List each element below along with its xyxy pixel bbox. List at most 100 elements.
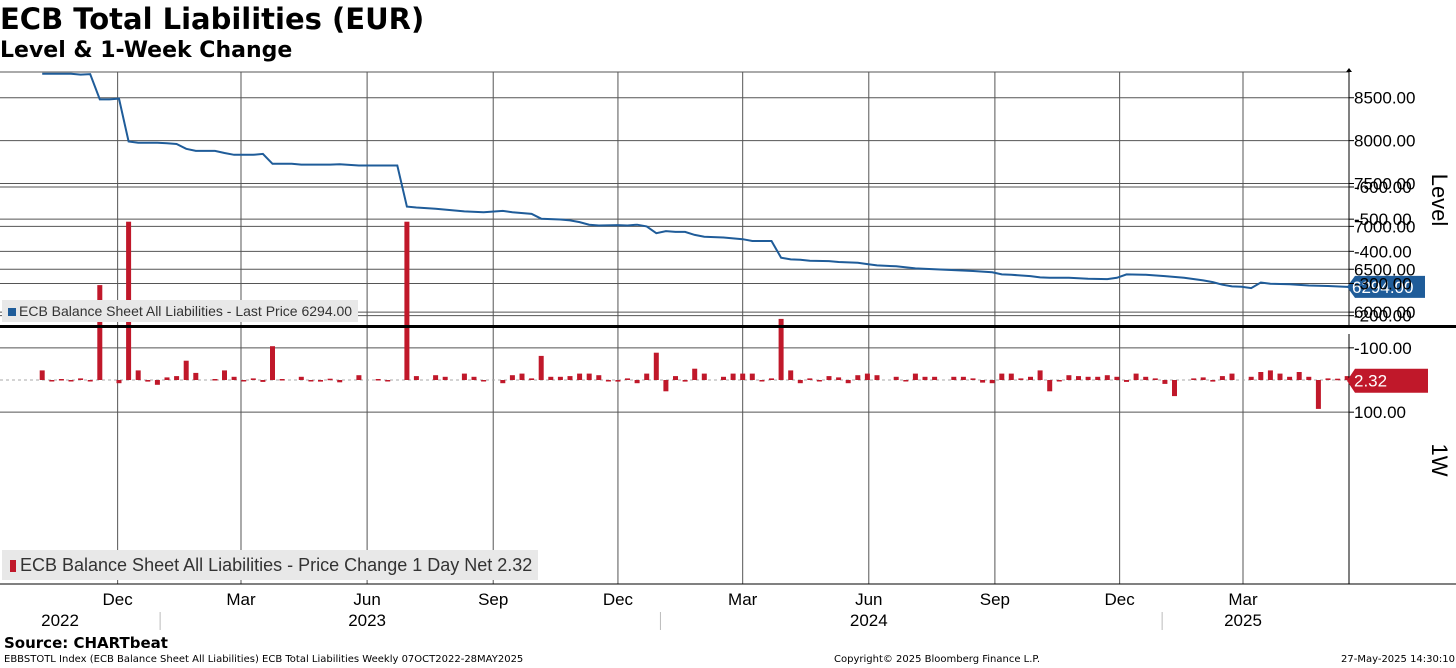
- change-bar: [1056, 380, 1062, 382]
- change-bar: [250, 378, 256, 380]
- change-legend-swatch: [10, 560, 16, 573]
- y-tick-label: -200.00: [1354, 307, 1412, 326]
- change-bar: [529, 378, 535, 380]
- change-bar: [577, 373, 583, 380]
- change-bar: [1219, 376, 1225, 380]
- y-tick-label: -600.00: [1354, 178, 1412, 197]
- change-bar: [759, 380, 765, 382]
- change-bar: [797, 380, 803, 384]
- change-bar: [413, 376, 419, 380]
- change-bar: [980, 380, 986, 383]
- change-bar: [116, 380, 122, 384]
- change-bar: [1267, 370, 1273, 380]
- change-bar: [174, 376, 180, 380]
- change-bar: [1047, 380, 1053, 392]
- y-tick-label: -100.00: [1354, 339, 1412, 358]
- change-bar: [1210, 380, 1216, 382]
- change-bar: [279, 379, 285, 381]
- chart-title: ECB Total Liabilities (EUR): [0, 2, 425, 36]
- change-bar: [912, 373, 918, 380]
- change-bar: [615, 380, 621, 382]
- change-bar: [1114, 376, 1120, 380]
- change-bar: [1095, 376, 1101, 380]
- change-axis-title: 1W: [1427, 444, 1452, 477]
- change-bar: [49, 380, 55, 382]
- level-panel: [42, 72, 1357, 290]
- change-bar: [874, 375, 880, 380]
- change-bar: [999, 373, 1005, 380]
- change-bar: [1152, 378, 1158, 380]
- change-bar: [509, 375, 515, 380]
- level-last-value-text: 6294.00: [1352, 278, 1413, 297]
- y-tick-label: 7000.00: [1354, 217, 1415, 236]
- change-bar: [692, 368, 698, 380]
- y-tick-label: -400.00: [1354, 242, 1412, 261]
- change-bar: [1085, 376, 1091, 380]
- change-bar: [39, 370, 45, 380]
- level-legend-text: ECB Balance Sheet All Liabilities - Last…: [19, 303, 353, 319]
- change-bar: [481, 380, 487, 382]
- change-bar: [721, 376, 726, 380]
- x-month-label: Jun: [855, 590, 882, 609]
- y-tick-label: 8500.00: [1354, 89, 1415, 108]
- x-year-label: 2024: [850, 611, 888, 630]
- change-bar: [154, 380, 160, 385]
- y-tick-label: -500.00: [1354, 210, 1412, 229]
- change-bar: [97, 285, 103, 380]
- index-note: EBBSTOTL Index (ECB Balance Sheet All Li…: [4, 654, 524, 665]
- change-bar: [222, 370, 227, 380]
- change-bar: [1287, 376, 1293, 380]
- change-bar: [1037, 370, 1043, 380]
- level-legend: ECB Balance Sheet All Liabilities - Last…: [2, 300, 359, 322]
- change-bar: [1296, 372, 1302, 380]
- change-bar: [701, 373, 707, 380]
- change-bar: [461, 373, 467, 380]
- change-bar: [663, 380, 669, 392]
- change-bar: [673, 376, 678, 380]
- change-bar: [538, 355, 544, 380]
- change-bar: [893, 376, 899, 380]
- change-bar: [318, 380, 323, 382]
- change-bar: [951, 376, 957, 380]
- change-bar: [1344, 376, 1350, 380]
- change-bar: [836, 377, 842, 380]
- change-legend: ECB Balance Sheet All Liabilities - Pric…: [2, 550, 539, 580]
- x-year-label: 2025: [1224, 611, 1262, 630]
- change-bar: [1315, 380, 1321, 409]
- change-bar: [922, 376, 928, 380]
- change-bar: [1028, 376, 1033, 380]
- x-month-label: Dec: [1105, 590, 1136, 609]
- x-month-label: Mar: [728, 590, 758, 609]
- chart-subtitle: Level & 1-Week Change: [0, 38, 293, 63]
- change-bar: [308, 380, 314, 382]
- change-bar: [596, 375, 602, 380]
- x-month-label: Mar: [1228, 590, 1258, 609]
- change-legend-text: ECB Balance Sheet All Liabilities - Pric…: [20, 555, 533, 575]
- change-bar: [1133, 373, 1139, 380]
- change-bar: [749, 373, 755, 380]
- x-year-label: 2022: [41, 611, 79, 630]
- change-bar: [730, 373, 736, 380]
- change-bar: [1162, 380, 1168, 384]
- change-bar: [375, 379, 381, 381]
- change-bar: [1229, 373, 1235, 380]
- change-bar: [855, 375, 861, 380]
- change-bar: [58, 379, 64, 381]
- change-last-value-badge: [1347, 368, 1428, 393]
- change-bar: [740, 373, 746, 380]
- change-bar: [1018, 378, 1024, 380]
- change-bar: [1258, 372, 1264, 380]
- axes-layer: Dec Mar Jun Sep Dec Mar Jun Sep Dec Mar 2022 2023 20…: [0, 68, 1456, 630]
- y-tick-label: 8000.00: [1354, 132, 1415, 151]
- change-bar: [500, 380, 506, 384]
- change-bar: [778, 318, 784, 380]
- change-bar: [327, 378, 333, 381]
- change-bar: [1306, 376, 1312, 380]
- change-bar: [903, 380, 909, 382]
- y-tick-label: 6500.00: [1354, 260, 1415, 279]
- change-bar: [1124, 380, 1129, 382]
- y-tick-label: 6000.00: [1354, 303, 1415, 322]
- change-bar: [682, 380, 688, 382]
- change-bar: [183, 360, 189, 380]
